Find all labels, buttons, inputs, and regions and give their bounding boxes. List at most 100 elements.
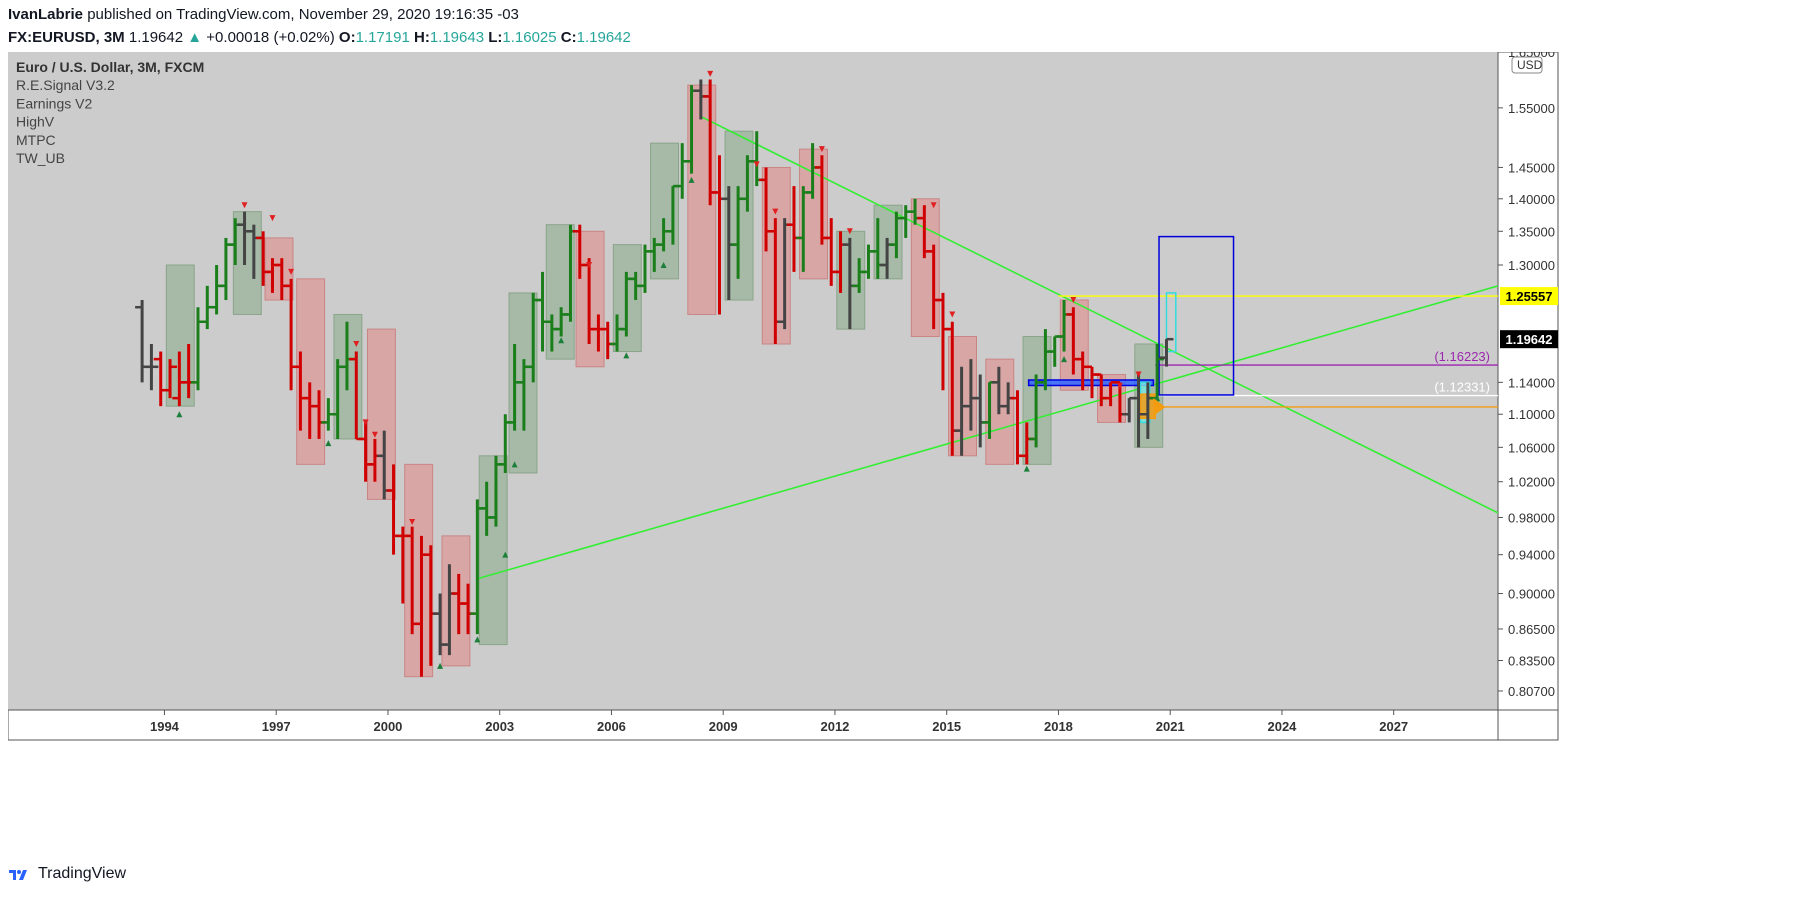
drawing-box bbox=[1165, 292, 1177, 353]
open-label: O: bbox=[338, 29, 356, 46]
tradingview-logo[interactable]: TradingView bbox=[8, 865, 126, 883]
high-value: 1.19643 bbox=[429, 29, 485, 46]
open-value: 1.17191 bbox=[355, 29, 410, 46]
drawing-box bbox=[1158, 235, 1235, 396]
legend-indicator: HighV bbox=[16, 114, 55, 130]
orange-arrow-icon bbox=[1153, 397, 1166, 416]
buy-signal-triangle-icon bbox=[474, 636, 481, 643]
price-tag-label: 1.19642 bbox=[1506, 332, 1553, 347]
price-chart[interactable]: Euro / U.S. Dollar, 3M, FXCM R.E.Signal V… bbox=[7, 45, 1798, 852]
sell-signal-triangle-icon bbox=[707, 70, 714, 77]
y-tick-label: 0.94000 bbox=[1508, 548, 1555, 563]
high-label: H: bbox=[413, 29, 430, 46]
symbol-label: FX:EURUSD, 3M bbox=[8, 29, 125, 46]
y-tick-label: 1.40000 bbox=[1508, 192, 1555, 207]
legend-indicator: TW_UB bbox=[16, 150, 65, 166]
y-tick-label: 1.06000 bbox=[1508, 440, 1555, 455]
y-tick-label: 1.14000 bbox=[1508, 375, 1555, 390]
trendline bbox=[700, 115, 1498, 514]
close-label: C: bbox=[560, 29, 577, 46]
y-tick-label: 0.83500 bbox=[1508, 654, 1555, 669]
buy-signal-triangle-icon bbox=[1061, 356, 1068, 363]
plot-layer bbox=[135, 70, 1498, 678]
buy-signal-triangle-icon bbox=[502, 551, 509, 558]
buy-signal-triangle-icon bbox=[623, 352, 630, 359]
triangle-up-icon: ▲ bbox=[187, 29, 203, 46]
sell-signal-triangle-icon bbox=[818, 146, 825, 153]
sell-signal-triangle-icon bbox=[1135, 371, 1142, 378]
legend-title: Euro / U.S. Dollar, 3M, FXCM bbox=[16, 59, 204, 75]
sell-signal-triangle-icon bbox=[1116, 383, 1123, 390]
sell-signal-triangle-icon bbox=[1070, 297, 1077, 304]
price-tag-label: 1.25557 bbox=[1506, 289, 1553, 304]
signal-zone-down bbox=[441, 535, 471, 667]
signal-zone-up bbox=[478, 455, 508, 646]
sell-signal-triangle-icon bbox=[586, 262, 593, 269]
currency-badge bbox=[1511, 56, 1543, 74]
legend-indicator: MTPC bbox=[16, 132, 56, 148]
author-name[interactable]: IvanLabrie bbox=[8, 6, 84, 23]
signal-zone-down bbox=[404, 463, 434, 678]
trendline bbox=[477, 285, 1498, 580]
publish-info: IvanLabrie published on TradingView.com,… bbox=[8, 6, 519, 23]
legend-indicator: R.E.Signal V3.2 bbox=[16, 77, 115, 93]
sell-signal-triangle-icon bbox=[846, 228, 853, 235]
ohlc-bar bbox=[144, 343, 159, 391]
currency-label: USD bbox=[1517, 58, 1543, 72]
y-tick-label: 1.02000 bbox=[1508, 475, 1555, 490]
low-value: 1.16025 bbox=[502, 29, 557, 46]
sell-signal-triangle-icon bbox=[353, 340, 360, 347]
x-tick-label: 2021 bbox=[1156, 719, 1185, 734]
x-tick-label: 2018 bbox=[1044, 719, 1073, 734]
sell-signal-triangle-icon bbox=[949, 311, 956, 318]
sell-signal-triangle-icon bbox=[371, 431, 378, 438]
y-tick-label: 0.98000 bbox=[1508, 510, 1555, 525]
symbol-info: FX:EURUSD, 3M 1.19642 ▲ +0.00018 (+0.02%… bbox=[8, 29, 631, 46]
chart-legend: Euro / U.S. Dollar, 3M, FXCM R.E.Signal V… bbox=[16, 59, 204, 166]
price-line-label: (1.16223) bbox=[1434, 349, 1490, 364]
price-change: +0.00018 (+0.02%) bbox=[206, 29, 335, 46]
y-tick-label: 1.35000 bbox=[1508, 224, 1555, 239]
buy-signal-triangle-icon bbox=[325, 440, 332, 447]
y-tick-label: 0.80700 bbox=[1508, 684, 1555, 699]
x-tick-label: 2009 bbox=[709, 719, 738, 734]
x-tick-label: 2015 bbox=[932, 719, 961, 734]
buy-signal-triangle-icon bbox=[511, 461, 518, 468]
ohlc-bar bbox=[163, 359, 178, 399]
buy-signal-triangle-icon bbox=[1023, 465, 1030, 472]
x-tick-label: 2012 bbox=[820, 719, 849, 734]
x-tick-label: 1997 bbox=[262, 719, 291, 734]
y-tick-label: 1.30000 bbox=[1508, 258, 1555, 273]
buy-signal-triangle-icon bbox=[660, 262, 667, 269]
buy-signal-triangle-icon bbox=[558, 337, 565, 344]
y-tick-label: 0.90000 bbox=[1508, 587, 1555, 602]
brand-label: TradingView bbox=[38, 865, 127, 882]
y-tick-label: 1.10000 bbox=[1508, 407, 1555, 422]
last-price: 1.19642 bbox=[128, 29, 184, 46]
price-tag bbox=[1500, 330, 1558, 349]
sell-signal-triangle-icon bbox=[930, 202, 937, 209]
x-tick-label: 2006 bbox=[597, 719, 626, 734]
y-tick-label: 1.55000 bbox=[1508, 101, 1555, 116]
x-tick-label: 1994 bbox=[150, 719, 180, 734]
x-tick-label: 2024 bbox=[1267, 719, 1297, 734]
buy-signal-triangle-icon bbox=[437, 662, 444, 669]
sell-signal-triangle-icon bbox=[409, 519, 416, 526]
legend-indicator: Earnings V2 bbox=[16, 95, 92, 111]
tradingview-logo-icon bbox=[9, 870, 27, 880]
signal-zone-up bbox=[232, 211, 262, 315]
sell-signal-triangle-icon bbox=[753, 161, 760, 168]
y-tick-label: 1.45000 bbox=[1508, 160, 1555, 175]
y-tick-label: 0.86500 bbox=[1508, 622, 1555, 637]
buy-signal-triangle-icon bbox=[176, 411, 183, 418]
buy-signal-triangle-icon bbox=[688, 176, 695, 183]
chart-container[interactable]: Euro / U.S. Dollar, 3M, FXCM R.E.Signal V… bbox=[7, 45, 1798, 857]
sell-signal-triangle-icon bbox=[241, 202, 248, 209]
published-text: published on TradingView.com, November 2… bbox=[87, 6, 519, 23]
x-tick-label: 2003 bbox=[485, 719, 514, 734]
x-tick-label: 2027 bbox=[1379, 719, 1408, 734]
price-line-label: (1.12331) bbox=[1434, 380, 1490, 395]
close-value: 1.19642 bbox=[576, 29, 631, 46]
sell-signal-triangle-icon bbox=[288, 268, 295, 275]
low-label: L: bbox=[488, 29, 503, 46]
